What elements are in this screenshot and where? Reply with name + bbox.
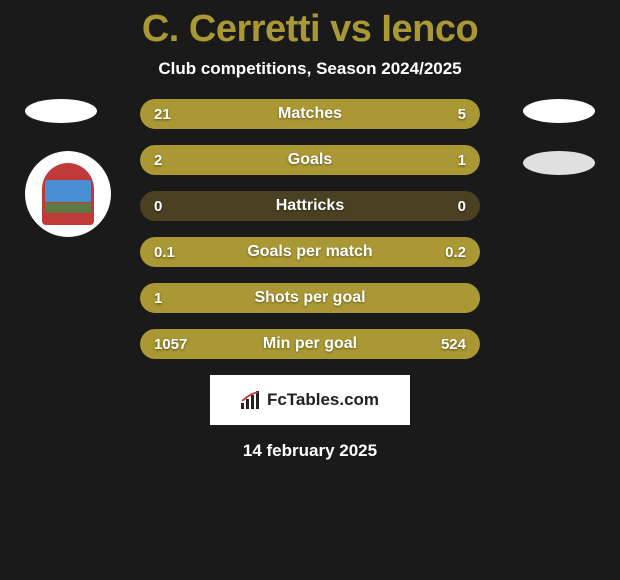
crest-sky xyxy=(45,180,91,202)
bar-label: Min per goal xyxy=(140,329,480,359)
crest-shield xyxy=(42,163,94,225)
stat-bars: 215Matches 21Goals 00Hattricks 0.10.2Goals … xyxy=(140,99,480,359)
subtitle: Club competitions, Season 2024/2025 xyxy=(0,59,620,79)
bar-label: Shots per goal xyxy=(140,283,480,313)
left-player-column xyxy=(25,99,111,237)
stat-bar: 215Matches xyxy=(140,99,480,129)
crest-ground xyxy=(45,203,91,213)
bar-label: Matches xyxy=(140,99,480,129)
logo-text: FcTables.com xyxy=(267,390,379,410)
bar-label: Goals xyxy=(140,145,480,175)
stat-bar: 1057524Min per goal xyxy=(140,329,480,359)
date-label: 14 february 2025 xyxy=(0,441,620,461)
right-player-column xyxy=(523,99,595,203)
player-left-crest xyxy=(25,151,111,237)
bar-label: Hattricks xyxy=(140,191,480,221)
page-title: C. Cerretti vs Ienco xyxy=(0,0,620,51)
player-right-oval-1 xyxy=(523,99,595,123)
stat-bar: 00Hattricks xyxy=(140,191,480,221)
bar-label: Goals per match xyxy=(140,237,480,267)
player-right-oval-2 xyxy=(523,151,595,175)
stat-bar: 21Goals xyxy=(140,145,480,175)
player-left-oval xyxy=(25,99,97,123)
stat-bar: 1Shots per goal xyxy=(140,283,480,313)
comparison-content: 215Matches 21Goals 00Hattricks 0.10.2Goals … xyxy=(0,99,620,461)
chart-icon xyxy=(241,391,261,409)
stat-bar: 0.10.2Goals per match xyxy=(140,237,480,267)
fctables-logo[interactable]: FcTables.com xyxy=(210,375,410,425)
